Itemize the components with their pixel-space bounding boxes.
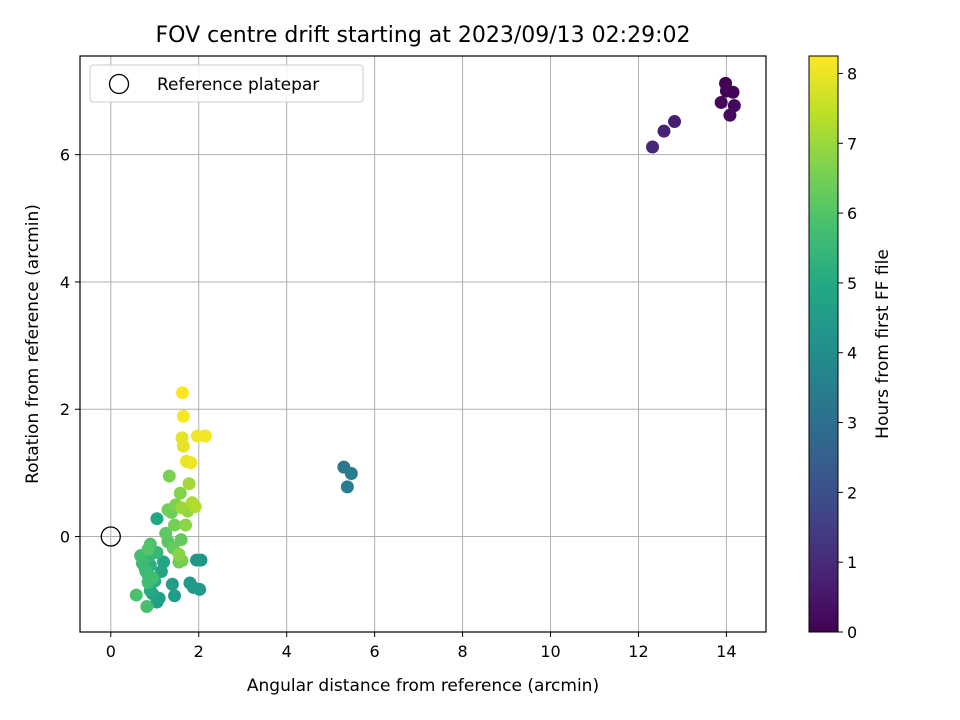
data-point [726,85,740,99]
data-point [340,480,354,494]
colorbar-tick-label: 6 [847,204,857,223]
data-point [168,589,182,603]
y-axis-label: Rotation from reference (arcmin) [23,204,43,484]
data-point [141,542,155,556]
data-point [159,526,173,540]
chart-title: FOV centre drift starting at 2023/09/13 … [156,23,691,48]
legend-box [89,64,364,103]
x-tick-label: 12 [628,642,648,661]
colorbar-ticks: 0 1 2 3 4 5 6 7 8 [838,64,857,642]
colorbar-tick-label: 3 [847,414,857,433]
data-point [714,95,728,109]
grid-lines [80,56,766,632]
data-point [175,386,189,400]
colorbar-tick-label: 8 [847,64,857,83]
data-point [668,115,682,129]
x-tick-label: 4 [282,642,292,661]
data-point [723,108,737,122]
data-point [186,580,200,594]
data-point [344,467,358,481]
plot-frame [79,55,767,633]
legend-label-reference: Reference platepar [157,75,319,95]
data-point [198,429,212,443]
data-point [174,533,188,547]
data-point [150,512,164,526]
colorbar-tick-label: 1 [847,553,857,572]
reference-platepar-marker [100,526,121,547]
x-axis-label: Angular distance from reference (arcmin) [247,676,599,696]
colorbar-tick-label: 7 [847,134,857,153]
data-point [173,486,187,500]
x-tick-label: 8 [457,642,467,661]
x-tick-label: 10 [540,642,560,661]
data-point [162,469,176,483]
data-point [157,555,171,569]
x-tick-label: 2 [194,642,204,661]
data-point [129,588,143,602]
data-point [646,140,660,154]
y-tick-label: 4 [60,273,70,292]
data-point [657,124,671,138]
data-point [175,501,189,515]
colorbar-label: Hours from first FF file [873,249,893,439]
data-point [182,477,196,491]
x-tick-label: 0 [106,642,116,661]
y-tick-label: 0 [60,528,70,547]
x-axis-ticks: 0 2 4 6 8 10 12 14 [106,632,737,661]
data-point [168,518,182,532]
legend: Reference platepar [89,64,364,103]
data-point [165,577,179,591]
colorbar [808,55,839,633]
data-point [194,553,208,567]
legend-marker-reference [108,73,130,95]
data-points [100,76,741,614]
x-tick-label: 6 [370,642,380,661]
y-tick-label: 6 [60,146,70,165]
data-point [176,439,190,453]
x-tick-label: 14 [716,642,736,661]
data-point [146,571,160,585]
data-point [184,456,198,470]
colorbar-tick-label: 0 [847,623,857,642]
data-point [188,500,202,514]
y-tick-label: 2 [60,400,70,419]
colorbar-tick-label: 2 [847,483,857,502]
data-point [172,547,186,561]
data-point [140,600,154,614]
colorbar-tick-label: 5 [847,274,857,293]
y-axis-ticks: 0 2 4 6 [60,146,80,547]
colorbar-tick-label: 4 [847,344,857,363]
data-point [176,409,190,423]
data-point [179,518,193,532]
